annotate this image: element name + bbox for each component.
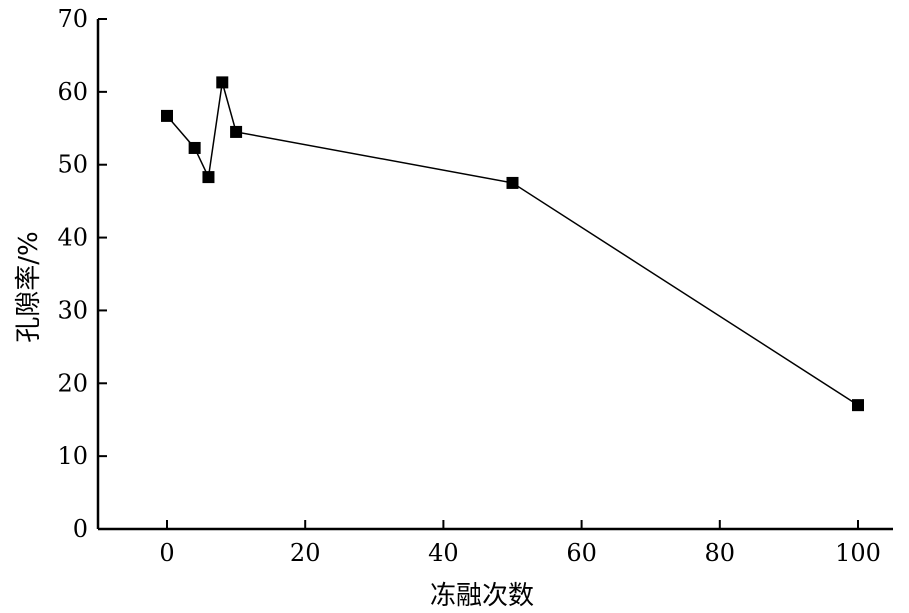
- y-axis-title: 孔隙率/%: [14, 231, 44, 342]
- x-tick-label: 80: [705, 539, 736, 567]
- series-line: [166, 82, 859, 406]
- data-point-marker: [852, 399, 864, 412]
- y-tick-label: 60: [57, 78, 88, 106]
- data-point-marker: [506, 176, 519, 189]
- y-tick-label: 0: [73, 515, 88, 543]
- data-point-marker: [161, 109, 173, 122]
- data-point-marker: [188, 141, 201, 154]
- x-axis-ticks: 0 20 40 60 80 100: [159, 520, 881, 567]
- x-tick-label: 40: [428, 539, 459, 567]
- y-tick-label: 50: [57, 151, 88, 179]
- data-point-marker: [216, 76, 229, 89]
- y-tick-label: 30: [57, 296, 88, 324]
- plot-area: 0 10 20 30 40 50 60 70 0 20 40 60 80 100: [57, 5, 893, 567]
- data-point-marker: [202, 171, 215, 184]
- y-tick-label: 40: [57, 224, 88, 252]
- data-point-marker: [230, 125, 243, 138]
- y-tick-label: 70: [57, 5, 88, 33]
- x-axis-title: 冻融次数: [430, 581, 534, 611]
- x-tick-label: 60: [566, 539, 597, 567]
- x-tick-label: 20: [290, 539, 321, 567]
- x-tick-label: 100: [835, 539, 881, 567]
- series-markers: [161, 76, 864, 412]
- y-tick-label: 20: [57, 369, 88, 397]
- y-axis-ticks: 0 10 20 30 40 50 60 70: [57, 5, 107, 543]
- y-tick-label: 10: [57, 442, 88, 470]
- x-tick-label: 0: [159, 539, 174, 567]
